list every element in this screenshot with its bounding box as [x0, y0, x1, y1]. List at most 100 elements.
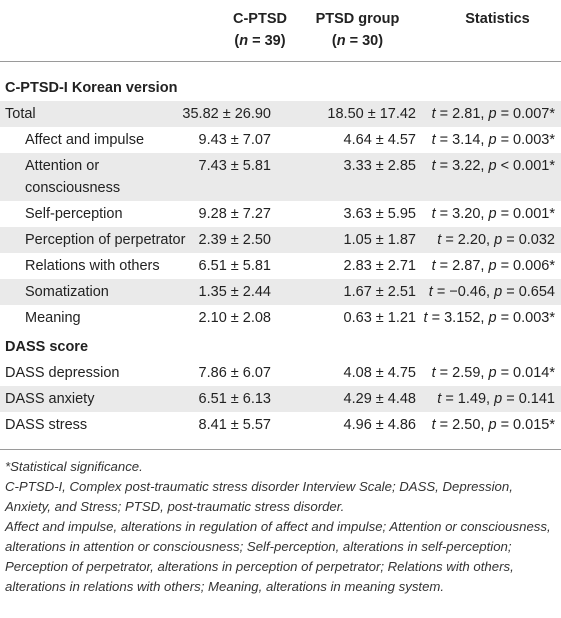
bottom-rule [0, 449, 561, 450]
t-symbol: t [431, 258, 436, 274]
p-symbol: p [494, 284, 503, 300]
p-symbol: p [488, 365, 497, 381]
p-value: = 0.654 [506, 284, 555, 300]
table-row: DASS stress 8.41 ± 5.57 4.96 ± 4.86 t = 2.5… [0, 412, 561, 438]
t-value: = 2.50, [439, 417, 485, 433]
ptsd-value: 18.50 ± 17.42 [327, 106, 416, 122]
t-value: = 2.59, [439, 365, 485, 381]
header-rule [0, 61, 561, 62]
table-row: Affect and impulse 9.43 ± 7.07 4.64 ± 4.57… [0, 127, 561, 153]
table-row: DASS anxiety 6.51 ± 6.13 4.29 ± 4.48 t = 1.… [0, 386, 561, 412]
p-value: = 0.007* [500, 106, 555, 122]
col-header-statistics-title: Statistics [465, 11, 530, 27]
col-header-statistics: Statistics [440, 8, 555, 30]
statistics-value: t = 2.81, p = 0.007* [432, 103, 555, 125]
p-symbol: p [488, 106, 497, 122]
statistics-value: t = 2.59, p = 0.014* [432, 362, 555, 384]
t-value: = 2.81, [439, 106, 485, 122]
row-label: Affect and impulse [25, 132, 145, 148]
table-row: Total 35.82 ± 26.90 18.50 ± 17.42 t = 2.81,… [0, 101, 561, 127]
p-value: < 0.001* [500, 158, 555, 174]
ptsd-value: 4.08 ± 4.75 [343, 365, 416, 381]
table-row: Meaning 2.10 ± 2.08 0.63 ± 1.21 t = 3.152, … [0, 305, 561, 331]
ptsd-value: 2.83 ± 2.71 [343, 258, 416, 274]
t-symbol: t [423, 310, 428, 326]
row-label: DASS stress [5, 417, 88, 433]
t-value: = −0.46, [436, 284, 491, 300]
p-symbol: p [488, 310, 497, 326]
ptsd-value: 4.64 ± 4.57 [343, 132, 416, 148]
col-header-cptsd-title: C-PTSD [233, 11, 287, 27]
table-row: Relations with others 6.51 ± 5.81 2.83 ± 2… [0, 253, 561, 279]
cptsd-value: 6.51 ± 5.81 [198, 258, 271, 274]
ptsd-value: 1.67 ± 2.51 [343, 284, 416, 300]
row-label: Perception of perpetrator [25, 232, 186, 248]
p-value: = 0.003* [500, 132, 555, 148]
t-symbol: t [431, 206, 436, 222]
statistics-value: t = 3.20, p = 0.001* [432, 203, 555, 225]
t-value: = 2.87, [439, 258, 485, 274]
p-value: = 0.014* [500, 365, 555, 381]
footnote-definitions: Affect and impulse, alterations in regul… [5, 519, 551, 594]
col-header-cptsd-n: (n = 39) [234, 33, 286, 49]
col-header-ptsd-title: PTSD group [315, 11, 400, 27]
statistics-value: t = −0.46, p = 0.654 [429, 281, 555, 303]
table-row: Perception of perpetrator 2.39 ± 2.50 1.05… [0, 227, 561, 253]
p-value: = 0.001* [500, 206, 555, 222]
p-value: = 0.141 [506, 391, 555, 407]
n-value: = 30) [349, 33, 384, 49]
p-symbol: p [494, 391, 503, 407]
row-label: DASS depression [5, 365, 120, 381]
ptsd-value: 0.63 ± 1.21 [343, 310, 416, 326]
cptsd-value: 7.43 ± 5.81 [198, 158, 271, 174]
t-value: = 2.20, [445, 232, 491, 248]
ptsd-value: 3.33 ± 2.85 [343, 158, 416, 174]
cptsd-value: 9.28 ± 7.27 [198, 206, 271, 222]
t-symbol: t [431, 132, 436, 148]
row-label: Attention or consciousness [25, 158, 121, 196]
statistics-value: t = 1.49, p = 0.141 [437, 388, 555, 410]
p-value: = 0.006* [500, 258, 555, 274]
cptsd-value: 35.82 ± 26.90 [182, 106, 271, 122]
section-header-row: DASS score [0, 334, 561, 360]
t-value: = 1.49, [445, 391, 491, 407]
statistics-value: t = 2.87, p = 0.006* [432, 255, 555, 277]
col-header-ptsd-n: (n = 30) [331, 33, 384, 49]
n-value: = 39) [252, 33, 286, 49]
n-symbol: n [239, 33, 249, 49]
p-symbol: p [488, 417, 497, 433]
section-header-row: C-PTSD-I Korean version [0, 75, 561, 101]
row-label: Total [5, 106, 36, 122]
row-label: Relations with others [25, 258, 160, 274]
p-value: = 0.003* [500, 310, 555, 326]
section-title: DASS score [5, 339, 89, 355]
t-symbol: t [431, 365, 436, 381]
row-label: Meaning [25, 310, 81, 326]
t-value: = 3.152, [431, 310, 485, 326]
cptsd-value: 1.35 ± 2.44 [198, 284, 271, 300]
ptsd-value: 4.29 ± 4.48 [343, 391, 416, 407]
statistics-value: t = 3.22, p < 0.001* [432, 155, 555, 177]
table-row: Attention or consciousness 7.43 ± 5.81 3.3… [0, 153, 561, 201]
t-value: = 3.22, [439, 158, 485, 174]
row-label: DASS anxiety [5, 391, 95, 407]
n-symbol: n [336, 33, 346, 49]
cptsd-value: 8.41 ± 5.57 [198, 417, 271, 433]
cptsd-value: 9.43 ± 7.07 [198, 132, 271, 148]
table-footnotes: *Statistical significance. C-PTSD-I, Com… [5, 457, 555, 597]
statistics-value: t = 2.20, p = 0.032 [437, 229, 555, 251]
p-symbol: p [488, 158, 497, 174]
t-value: = 3.14, [439, 132, 485, 148]
t-symbol: t [437, 391, 442, 407]
statistics-value: t = 2.50, p = 0.015* [432, 414, 555, 436]
p-value: = 0.015* [500, 417, 555, 433]
ptsd-value: 1.05 ± 1.87 [343, 232, 416, 248]
col-header-ptsd: PTSD group (n = 30) [300, 8, 415, 52]
section-title: C-PTSD-I Korean version [5, 80, 178, 96]
statistics-value: t = 3.152, p = 0.003* [424, 307, 555, 329]
p-symbol: p [488, 258, 497, 274]
t-symbol: t [428, 284, 433, 300]
footnote-abbreviations: C-PTSD-I, Complex post-traumatic stress … [5, 479, 513, 514]
t-symbol: t [431, 106, 436, 122]
